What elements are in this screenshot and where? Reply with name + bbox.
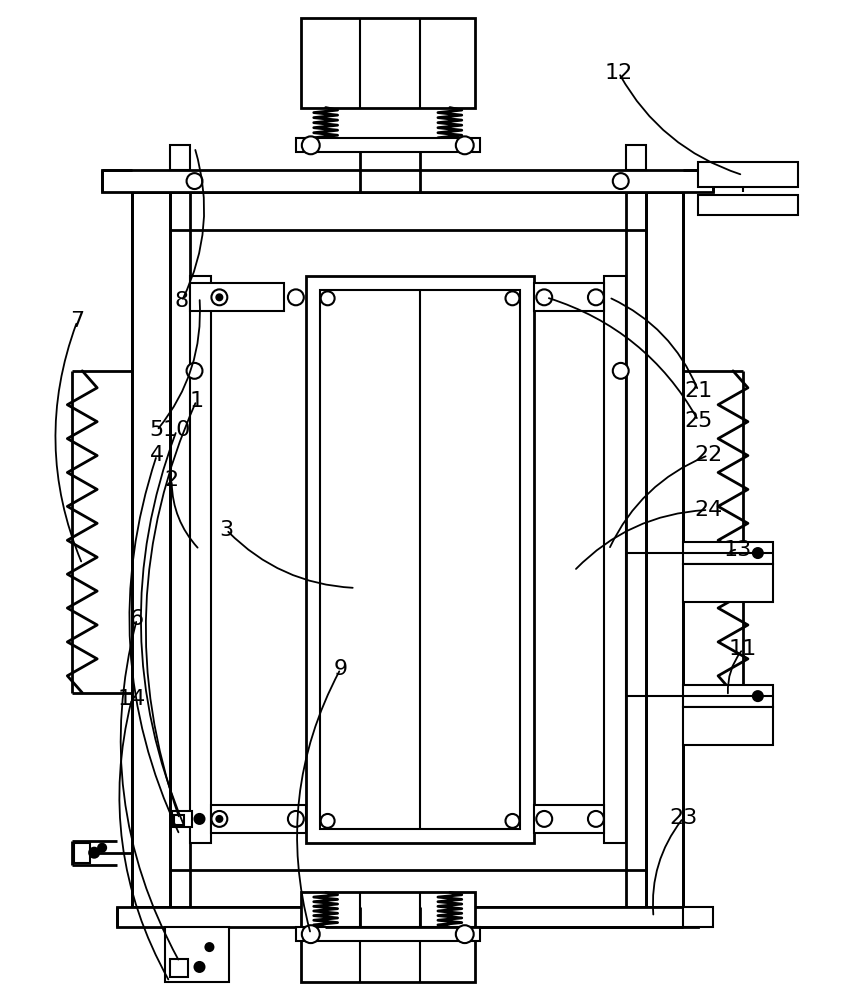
- Text: 22: 22: [694, 445, 722, 465]
- Circle shape: [753, 691, 763, 701]
- Bar: [626, 145, 645, 170]
- Bar: [603, 276, 626, 843]
- Bar: [296, 138, 479, 152]
- Circle shape: [89, 848, 99, 858]
- Bar: [132, 192, 169, 907]
- Circle shape: [613, 363, 628, 379]
- Bar: [172, 811, 192, 827]
- Bar: [132, 192, 683, 230]
- Text: 4: 4: [150, 445, 163, 465]
- Bar: [645, 192, 683, 907]
- Text: 6: 6: [130, 609, 144, 629]
- Circle shape: [205, 943, 213, 951]
- Text: 5: 5: [150, 420, 163, 440]
- Bar: [683, 685, 773, 707]
- Text: 25: 25: [684, 411, 712, 431]
- Circle shape: [98, 844, 106, 852]
- Circle shape: [455, 925, 473, 943]
- Circle shape: [321, 814, 335, 828]
- Text: 3: 3: [219, 520, 234, 540]
- Bar: [683, 907, 713, 927]
- Bar: [164, 927, 229, 982]
- Bar: [683, 542, 773, 564]
- Bar: [117, 907, 698, 927]
- Text: 21: 21: [684, 381, 712, 401]
- Bar: [189, 276, 211, 843]
- Text: 9: 9: [334, 659, 348, 679]
- Bar: [300, 18, 475, 108]
- Bar: [698, 195, 798, 215]
- Bar: [319, 290, 520, 829]
- Text: 11: 11: [728, 639, 757, 659]
- Circle shape: [194, 962, 205, 972]
- Bar: [74, 843, 90, 863]
- Bar: [306, 276, 534, 843]
- Text: 7: 7: [70, 311, 85, 331]
- Circle shape: [537, 811, 552, 827]
- Circle shape: [588, 289, 603, 305]
- Text: 12: 12: [604, 63, 633, 83]
- Bar: [296, 927, 479, 941]
- Circle shape: [288, 811, 304, 827]
- Circle shape: [321, 291, 335, 305]
- Bar: [534, 283, 603, 311]
- Circle shape: [588, 811, 603, 827]
- Circle shape: [217, 816, 223, 822]
- Circle shape: [211, 811, 228, 827]
- Bar: [300, 892, 475, 982]
- Text: 24: 24: [694, 500, 722, 520]
- Circle shape: [187, 363, 203, 379]
- Text: 10: 10: [163, 420, 191, 440]
- Bar: [534, 805, 603, 833]
- Bar: [169, 145, 189, 170]
- Bar: [132, 870, 683, 907]
- Bar: [169, 959, 187, 977]
- Circle shape: [537, 289, 552, 305]
- Circle shape: [302, 925, 319, 943]
- Bar: [211, 805, 306, 833]
- Text: 1: 1: [189, 391, 204, 411]
- Circle shape: [211, 289, 228, 305]
- Circle shape: [288, 289, 304, 305]
- Text: 14: 14: [118, 689, 146, 709]
- Circle shape: [753, 548, 763, 558]
- Circle shape: [187, 173, 203, 189]
- Bar: [698, 162, 798, 187]
- Circle shape: [302, 136, 319, 154]
- Circle shape: [455, 136, 473, 154]
- Circle shape: [613, 173, 628, 189]
- Bar: [189, 283, 284, 311]
- Circle shape: [194, 814, 205, 824]
- Bar: [683, 564, 773, 602]
- Circle shape: [506, 291, 520, 305]
- Text: 8: 8: [175, 291, 188, 311]
- Circle shape: [217, 294, 223, 300]
- Bar: [683, 707, 773, 745]
- Text: 2: 2: [164, 470, 179, 490]
- Bar: [174, 815, 183, 825]
- Text: 13: 13: [724, 540, 752, 560]
- Text: 23: 23: [669, 808, 698, 828]
- Bar: [102, 170, 713, 192]
- Circle shape: [506, 814, 520, 828]
